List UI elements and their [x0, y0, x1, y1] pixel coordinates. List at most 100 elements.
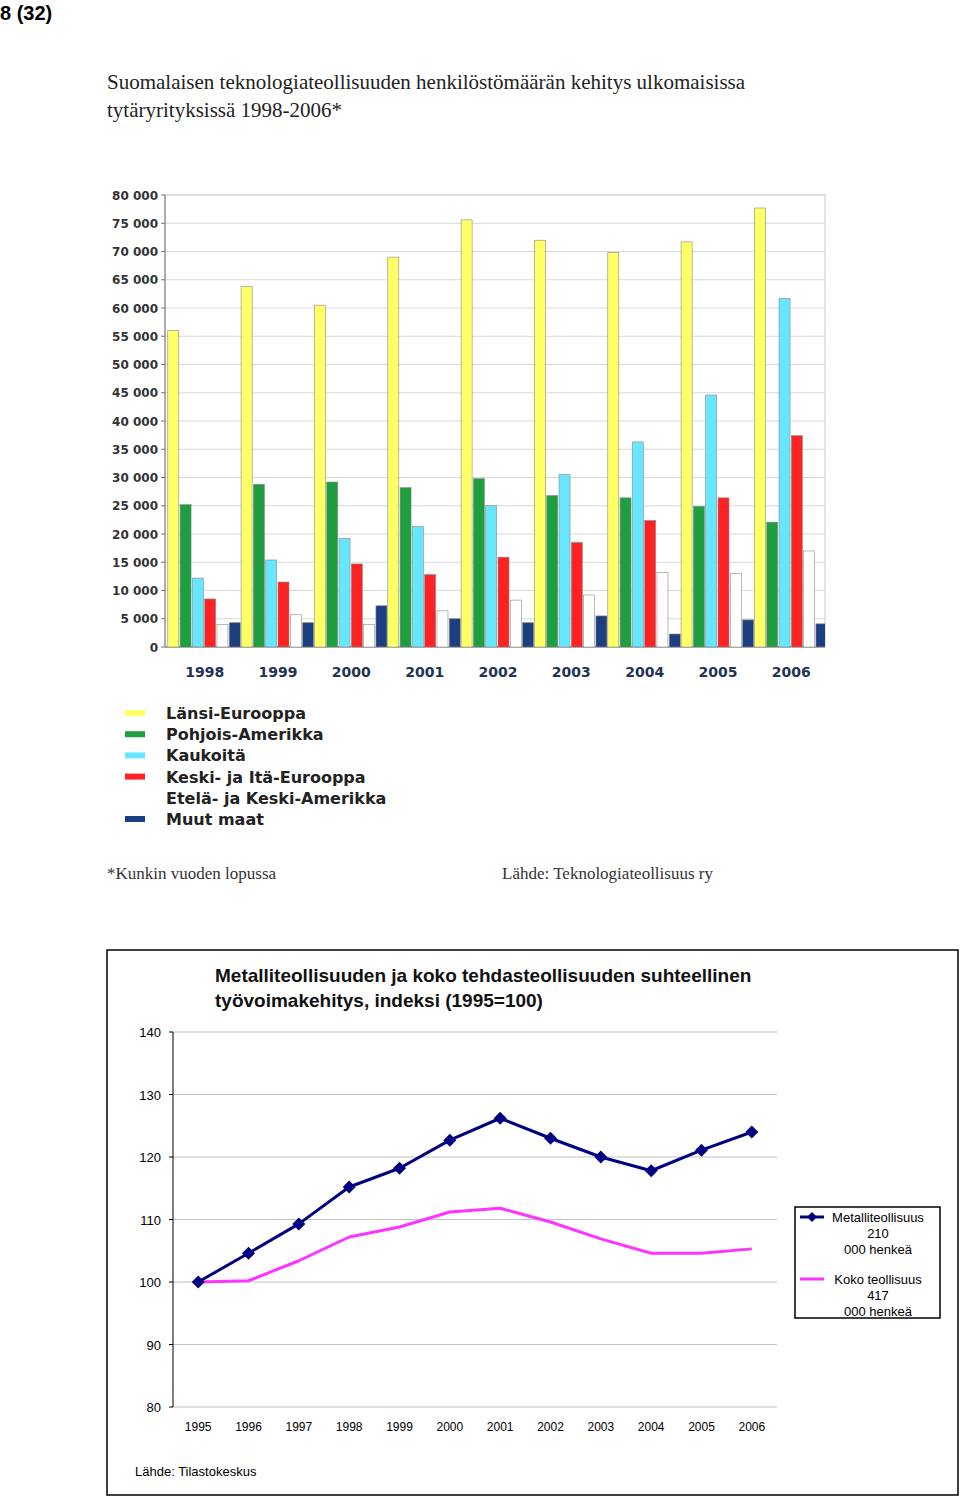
grid-line [173, 1344, 777, 1345]
marker [594, 1151, 607, 1164]
y-tick-label: 0 [150, 641, 158, 655]
legend-marker [807, 1212, 817, 1222]
x-tick-label: 1996 [235, 1420, 262, 1434]
bar [425, 575, 436, 647]
bar [596, 616, 607, 647]
bar [241, 287, 252, 647]
legend-label-line: Metalliteollisuus [832, 1210, 924, 1225]
y-axis [165, 195, 166, 647]
bar [534, 240, 545, 647]
marker [242, 1247, 255, 1260]
legend-label-line: 000 henkeä [844, 1304, 913, 1319]
legend-label-line: Koko teollisuus [834, 1272, 922, 1287]
legend-label: Metalliteollisuus210000 henkeä [832, 1210, 924, 1257]
legend-label-line: 210 [867, 1226, 889, 1241]
legend: Metalliteollisuus210000 henkeäKoko teoll… [795, 1207, 940, 1319]
grid-line [165, 392, 825, 393]
tick-mark [161, 618, 165, 619]
bar [437, 611, 448, 647]
x-tick-label: 2001 [405, 664, 444, 680]
legend-label: Kaukoitä [166, 746, 246, 765]
bar [645, 520, 656, 647]
tick-mark [161, 195, 165, 196]
marker [645, 1164, 658, 1177]
bar [657, 572, 668, 647]
y-tick-label: 30 000 [112, 471, 158, 485]
grid-line [173, 1407, 777, 1408]
y-tick-label: 45 000 [112, 386, 158, 400]
y-tick-label: 130 [139, 1088, 161, 1103]
tick-mark [169, 1219, 173, 1220]
bar [412, 527, 423, 647]
bar [559, 475, 570, 647]
bar [791, 436, 802, 647]
tick-mark [161, 392, 165, 393]
legend-label: Pohjois-Amerikka [166, 725, 324, 744]
x-tick-label: 1999 [386, 1420, 413, 1434]
tick-mark [161, 421, 165, 422]
y-tick-label: 70 000 [112, 245, 158, 259]
bar [449, 619, 460, 647]
x-tick-label: 2002 [479, 664, 518, 680]
y-tick-label: 55 000 [112, 330, 158, 344]
x-tick-label: 2004 [638, 1420, 665, 1434]
legend-swatch [125, 731, 145, 737]
bar [290, 615, 301, 647]
y-axis [173, 1032, 174, 1407]
bar [523, 623, 534, 647]
marker [343, 1181, 356, 1194]
legend-label: Muut maat [166, 810, 264, 829]
tick-mark [169, 1282, 173, 1283]
x-tick-label: 2003 [552, 664, 591, 680]
page-number: 8 (32) [0, 2, 52, 25]
y-tick-label: 80 [147, 1400, 161, 1415]
bar [498, 557, 509, 647]
bar [510, 600, 521, 647]
x-tick-label: 2004 [625, 664, 664, 680]
grid-line [173, 1219, 777, 1220]
bar [253, 484, 264, 647]
tick-mark [169, 1344, 173, 1345]
legend-label: Keski- ja Itä-Eurooppa [166, 768, 366, 787]
tick-mark [161, 562, 165, 563]
x-tick-label: 1997 [285, 1420, 312, 1434]
bar [571, 542, 582, 647]
bar [217, 624, 228, 647]
x-tick-label: 1995 [185, 1420, 212, 1434]
tick-mark [161, 308, 165, 309]
x-tick-label: 1999 [259, 664, 298, 680]
y-tick-label: 35 000 [112, 443, 158, 457]
legend-swatch [125, 816, 145, 822]
x-tick-label: 2000 [332, 664, 371, 680]
legend-label-line: 417 [867, 1288, 889, 1303]
x-tick-label: 2006 [738, 1420, 765, 1434]
chart-border [107, 950, 958, 1495]
bar [632, 442, 643, 647]
bar [730, 574, 741, 647]
marker [494, 1112, 507, 1125]
bar [804, 551, 815, 647]
bar [473, 479, 484, 647]
legend-swatch [125, 774, 145, 780]
bar [706, 395, 717, 647]
bar [681, 242, 692, 647]
tick-mark [161, 505, 165, 506]
grid-line [165, 364, 825, 365]
tick-mark [161, 647, 165, 648]
x-tick-label: 2003 [587, 1420, 614, 1434]
marker [544, 1132, 557, 1145]
bar [278, 582, 289, 647]
bar [376, 606, 387, 647]
y-tick-label: 10 000 [112, 584, 158, 598]
y-tick-label: 20 000 [112, 528, 158, 542]
tick-mark [161, 534, 165, 535]
grid-line [165, 308, 825, 309]
bar [584, 595, 595, 647]
bars [168, 208, 825, 647]
bar [314, 305, 325, 647]
bar [351, 564, 362, 647]
marker [393, 1162, 406, 1175]
y-tick-label: 80 000 [112, 189, 158, 203]
marker [443, 1134, 456, 1147]
legend-box [795, 1207, 940, 1318]
